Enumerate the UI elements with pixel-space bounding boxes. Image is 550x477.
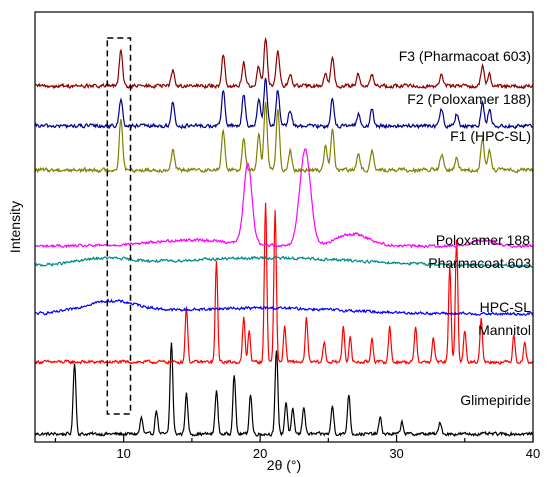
series-label: F3 (Pharmacoat 603) — [399, 48, 531, 64]
x-tick-label: 10 — [116, 446, 130, 461]
series-label: F2 (Poloxamer 188) — [407, 91, 531, 107]
series-line-hpc-sl — [34, 298, 534, 317]
x-tick-label: 40 — [526, 446, 540, 461]
series-label: Poloxamer 188 — [436, 232, 530, 248]
series-line-pharmacoat-603 — [34, 255, 534, 268]
x-tick-label: 20 — [253, 446, 267, 461]
x-axis-ticks: 10 20 30 40 — [54, 435, 540, 461]
series-line-poloxamer-188 — [34, 148, 534, 249]
series-label: Mannitol — [478, 322, 531, 338]
series-label: F1 (HPC-SL) — [450, 128, 531, 144]
series-labels-layer: Glimepiride Mannitol HPC-SL Pharmacoat 603 P… — [399, 48, 532, 408]
series-line-f1-hpc-sl — [34, 101, 534, 174]
series-label: HPC-SL — [480, 299, 532, 315]
series-line-glimepiride — [34, 342, 534, 437]
series-label: Pharmacoat 603 — [428, 255, 531, 271]
series-line-mannitol — [34, 202, 534, 365]
highlight-dashed-box — [106, 37, 132, 415]
series-label: Glimepiride — [460, 392, 531, 408]
x-tick-label: 30 — [389, 446, 403, 461]
x-axis-label: 2θ (°) — [267, 457, 301, 473]
y-axis-label: Intensity — [7, 201, 23, 253]
series-line-f3-pharmacoat-603 — [34, 36, 534, 90]
series-layer — [34, 36, 534, 437]
plot-frame — [34, 11, 534, 443]
series-line-f2-poloxamer-188 — [34, 77, 534, 130]
